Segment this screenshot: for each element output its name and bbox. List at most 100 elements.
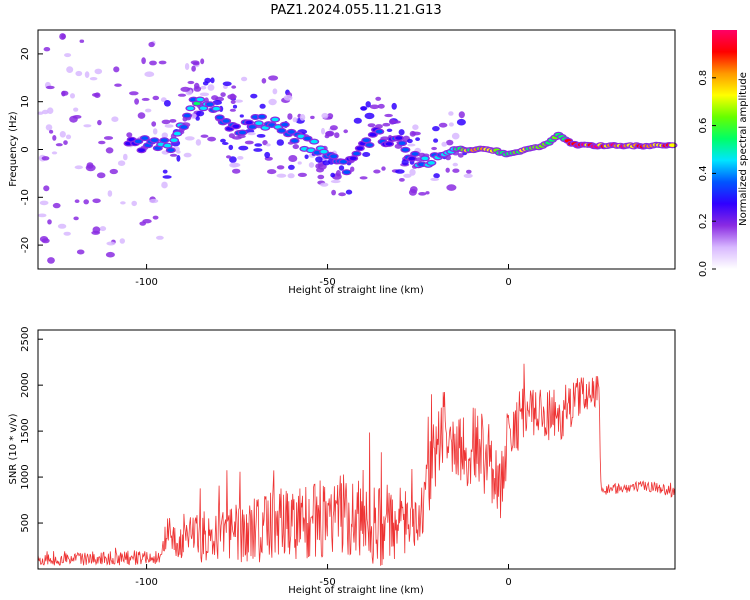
spectrogram-noise-blob (441, 141, 448, 147)
spectrogram-noise-blob (111, 116, 119, 122)
spectrogram-noise-blob (384, 113, 393, 118)
spectrogram-noise-blob (321, 112, 329, 119)
spectrogram-ridge-point (239, 130, 246, 135)
spectrogram-noise-blob (222, 81, 232, 87)
spectrogram-noise-blob (448, 122, 454, 127)
spectrogram-ridge-point (366, 143, 373, 147)
snr-y-tick-label: 1500 (20, 418, 31, 443)
spectrogram-noise-blob (315, 156, 323, 163)
spectrogram-ridge-point (258, 114, 266, 119)
spectrogram-noise-blob (129, 91, 139, 96)
spectrogram-ridge-point (297, 134, 305, 139)
spectrogram-noise-blob (330, 179, 341, 184)
spectrogram-noise-blob (70, 93, 75, 99)
spectrogram-noise-blob (362, 152, 371, 157)
snr-y-tick-label: 500 (20, 513, 31, 532)
spectrogram-noise-blob (148, 41, 155, 48)
spectrogram-noise-blob (149, 198, 159, 204)
spectrogram-noise-blob (432, 126, 440, 132)
spectrogram-y-ticks: -20 -10 0 10 20 (20, 48, 43, 253)
spectrogram-noise-blob (120, 201, 126, 205)
spectrogram-noise-blob (359, 176, 368, 180)
colorbar-label: Normalized spectral amplitude (738, 72, 749, 226)
spectrogram-noise-blob (75, 70, 83, 77)
spectrogram-ridge-point (160, 138, 168, 142)
spectrogram-noise-blob (229, 156, 237, 164)
spectrogram-noise-blob (288, 164, 295, 170)
spectrogram-noise-blob (226, 155, 232, 159)
spectrogram-noise-blob (377, 103, 385, 109)
spectrogram-ridge-point (356, 146, 364, 151)
spectrogram-noise-blob (395, 169, 405, 174)
spectrogram-noise-blob (446, 184, 457, 191)
spectrogram-ridge-point (268, 123, 276, 127)
spectrogram-ridge-point (186, 106, 194, 111)
spectrogram-ridge-point (206, 102, 214, 107)
spectrogram-noise-blob (161, 132, 168, 139)
spectrogram-noise-blob (304, 154, 309, 160)
spectrogram-noise-blob (272, 88, 278, 95)
spectrogram-noise-blob (196, 110, 205, 117)
spectrogram-noise-blob (283, 94, 293, 101)
spectrogram-noise-blob (152, 215, 159, 220)
spectrogram-ridge-point (170, 138, 178, 142)
snr-x-label: Height of straight line (km) (288, 585, 424, 596)
snr-y-tick-label: 2000 (20, 372, 31, 397)
spectrogram-ridge-point (134, 139, 142, 144)
spectrogram-noise-blob (49, 129, 54, 134)
spectrogram-noise-blob (41, 156, 50, 161)
spectrogram-noise-blob (276, 173, 287, 178)
spectrogram-noise-blob (382, 122, 391, 127)
spectrogram-noise-blob (64, 53, 72, 58)
spectrogram-noise-blob (448, 111, 454, 116)
spectrogram-noise-blob (207, 84, 215, 91)
spectrogram-noise-blob (207, 136, 217, 142)
spectrogram-noise-blob (39, 200, 49, 206)
spectrogram-noise-blob (199, 92, 210, 97)
spectrogram-noise-blob (415, 137, 420, 142)
spectrogram-noise-blob (431, 146, 437, 151)
spectrogram-noise-blob (141, 97, 150, 101)
spectrogram-noise-blob (327, 113, 334, 119)
spectrogram-noise-blob (94, 68, 103, 75)
spectrogram-ridge-point (255, 121, 263, 125)
spectrogram-ridge-point (245, 120, 253, 125)
spectrogram-noise-blob (403, 173, 412, 178)
spectrogram-noise-blob (195, 116, 200, 121)
spectrogram-noise-blob (195, 139, 202, 146)
spectrogram-noise-blob (410, 186, 418, 194)
spectrogram-noise-blob (139, 221, 146, 226)
spectrogram-noise-blob (401, 158, 409, 166)
spectrogram-noise-blob (119, 238, 126, 244)
spectrogram-noise-blob (418, 192, 427, 196)
spectrogram-ridge-point (349, 156, 357, 161)
spectrogram-ridge-point (183, 113, 191, 118)
spectrogram-noise-blob (343, 129, 349, 134)
spectrogram-noise-blob (268, 98, 277, 106)
snr-x-tick-label: 0 (505, 577, 511, 588)
spectrogram-noise-blob (204, 77, 212, 84)
spectrogram-noise-blob (123, 153, 128, 161)
spectrogram-noise-blob (51, 151, 58, 155)
spectrogram-noise-blob (330, 172, 336, 178)
spectrogram-noise-blob (267, 169, 277, 175)
spectrogram-ridge-point (395, 136, 403, 140)
spectrogram-ridge-point (343, 170, 351, 174)
spectrogram-noise-blob (297, 172, 307, 177)
spectrogram-noise-blob (161, 181, 168, 189)
spectrogram-noise-blob (192, 61, 200, 66)
spectrogram-noise-blob (94, 92, 101, 98)
spectrogram-noise-blob (113, 66, 120, 73)
spectrogram-x-label: Height of straight line (km) (288, 285, 424, 296)
spectrogram-noise-blob (239, 114, 244, 118)
spectrogram-noise-blob (107, 190, 113, 197)
spectrogram-noise-blob (287, 173, 295, 179)
spectrogram-noise-blob (200, 58, 205, 65)
spectrogram-noise-blob (92, 198, 101, 204)
spectrogram-noise-blob (96, 172, 106, 179)
spectrogram-noise-blob (180, 86, 191, 92)
spectrogram-noise-blob (329, 125, 338, 131)
colorbar-tick-label: 0.8 (698, 70, 709, 86)
spectrogram-x-tick-label: -100 (135, 277, 158, 288)
spectrogram-noise-blob (76, 249, 85, 255)
